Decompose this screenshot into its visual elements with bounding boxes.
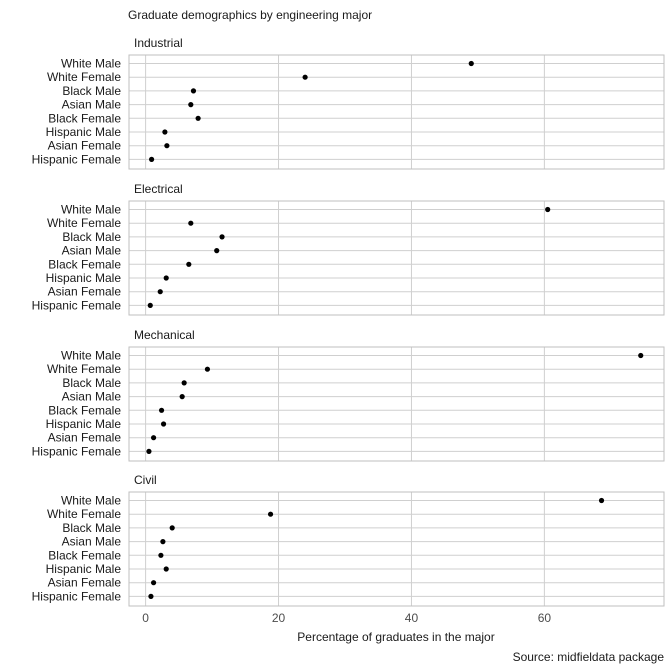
category-label: Black Female bbox=[48, 403, 121, 417]
category-label: Black Female bbox=[48, 548, 121, 562]
facet-strip-label: Industrial bbox=[134, 36, 183, 50]
category-label: Asian Female bbox=[48, 431, 122, 445]
data-point bbox=[638, 352, 644, 359]
data-point bbox=[150, 435, 157, 441]
data-point bbox=[214, 248, 220, 254]
data-point bbox=[160, 539, 166, 545]
category-label: Hispanic Male bbox=[46, 417, 122, 431]
data-point bbox=[598, 497, 605, 504]
data-point bbox=[545, 206, 551, 213]
category-label: Asian Male bbox=[62, 390, 122, 404]
category-label: Asian Male bbox=[62, 98, 122, 112]
category-label: White Female bbox=[47, 70, 121, 84]
x-axis: 0 20 40 60 bbox=[142, 611, 551, 625]
category-label: Asian Male bbox=[62, 535, 122, 549]
data-point bbox=[148, 156, 155, 162]
data-point bbox=[162, 129, 168, 135]
data-point bbox=[179, 394, 185, 400]
category-label: Asian Male bbox=[62, 244, 122, 258]
data-point bbox=[158, 407, 165, 413]
chart-caption: Source: midfieldata package bbox=[513, 650, 665, 664]
data-point bbox=[188, 220, 194, 226]
category-label: Asian Female bbox=[48, 285, 122, 299]
data-point bbox=[302, 74, 308, 80]
category-label: White Male bbox=[61, 203, 121, 217]
data-point bbox=[146, 448, 152, 454]
data-point bbox=[188, 102, 194, 108]
x-tick-label: 0 bbox=[142, 611, 149, 625]
facet-strip-label: Mechanical bbox=[134, 328, 195, 342]
x-axis-title: Percentage of graduates in the major bbox=[297, 630, 494, 644]
category-label: Hispanic Female bbox=[32, 444, 122, 458]
panel-border bbox=[128, 346, 665, 462]
data-point bbox=[169, 525, 175, 531]
chart-title: Graduate demographics by engineering maj… bbox=[128, 8, 372, 22]
category-label: Hispanic Male bbox=[46, 271, 122, 285]
facet-strip-label: Electrical bbox=[134, 182, 183, 196]
category-label: White Female bbox=[47, 362, 121, 376]
panel-border bbox=[128, 491, 665, 607]
category-label: Hispanic Female bbox=[32, 298, 122, 312]
x-tick-label: 60 bbox=[538, 611, 552, 625]
category-label: Asian Female bbox=[48, 139, 122, 153]
data-point bbox=[219, 234, 225, 240]
panel-border bbox=[128, 200, 665, 316]
category-label: White Male bbox=[61, 57, 121, 71]
category-label: White Male bbox=[61, 349, 121, 363]
data-point bbox=[164, 143, 170, 149]
category-label: Black Male bbox=[62, 376, 121, 390]
category-label: Hispanic Female bbox=[32, 589, 122, 603]
data-point bbox=[157, 289, 163, 295]
data-point bbox=[190, 88, 197, 94]
category-label: Hispanic Male bbox=[46, 125, 122, 139]
data-point bbox=[186, 261, 192, 267]
data-point bbox=[158, 552, 164, 558]
category-label: White Female bbox=[47, 507, 121, 521]
data-point bbox=[160, 421, 167, 427]
panel-border bbox=[128, 54, 665, 170]
data-point bbox=[181, 380, 187, 386]
category-label: Hispanic Female bbox=[32, 152, 122, 166]
category-label: Black Male bbox=[62, 84, 121, 98]
data-point bbox=[163, 275, 169, 281]
category-label: White Female bbox=[47, 216, 121, 230]
data-point bbox=[204, 366, 211, 372]
category-label: Black Female bbox=[48, 257, 121, 271]
category-label: Black Female bbox=[48, 111, 121, 125]
data-point bbox=[195, 115, 201, 121]
data-point bbox=[267, 511, 274, 517]
category-label: Black Male bbox=[62, 230, 121, 244]
data-point bbox=[150, 580, 157, 586]
category-label: Hispanic Male bbox=[46, 562, 122, 576]
x-tick-label: 40 bbox=[405, 611, 419, 625]
data-point bbox=[163, 566, 169, 572]
facet-strip-label: Civil bbox=[134, 473, 157, 487]
data-point bbox=[468, 60, 474, 67]
x-tick-label: 20 bbox=[272, 611, 286, 625]
data-point bbox=[148, 593, 154, 600]
category-label: White Male bbox=[61, 494, 121, 508]
category-label: Black Male bbox=[62, 521, 121, 535]
category-label: Asian Female bbox=[48, 576, 122, 590]
data-point bbox=[147, 302, 153, 308]
